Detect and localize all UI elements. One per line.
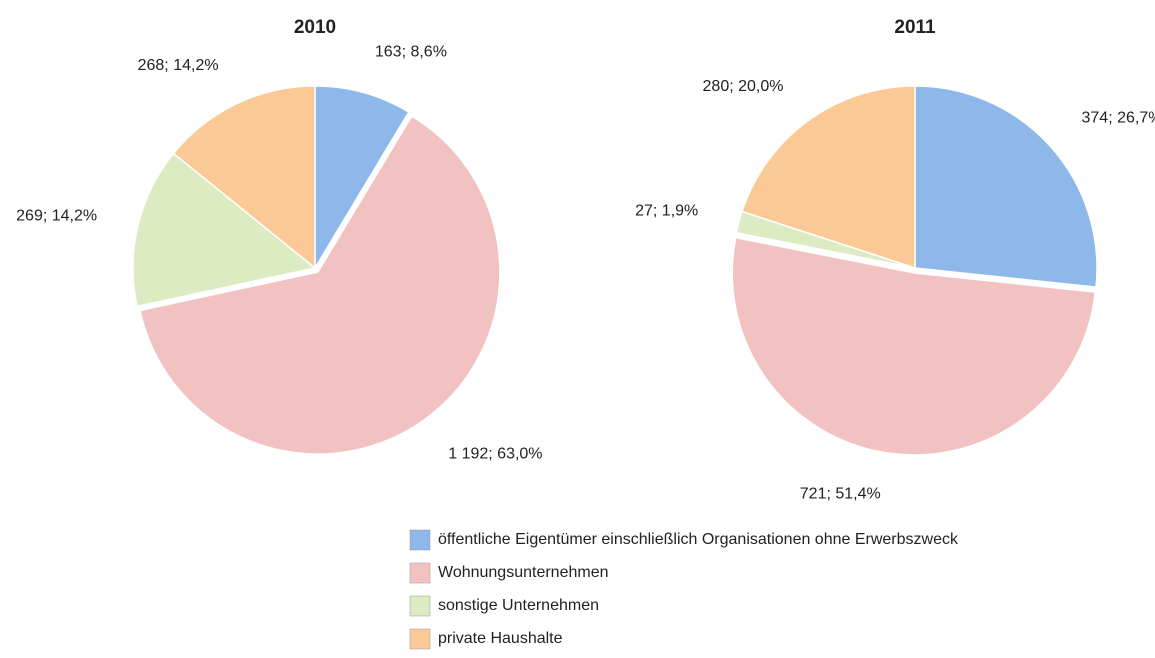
legend-swatch — [409, 562, 431, 584]
chart-title: 2011 — [894, 17, 936, 38]
legend-swatch — [409, 628, 431, 650]
data-label: 27; 1,9% — [635, 203, 698, 220]
data-label: 163; 8,6% — [375, 43, 447, 60]
pie-slice — [741, 85, 916, 270]
data-label: 269; 14,2% — [16, 207, 97, 224]
legend-swatch — [409, 595, 431, 617]
pie-slice — [914, 85, 1098, 288]
legend-label: Wohnungsunternehmen — [438, 564, 609, 581]
legend-swatch — [409, 529, 431, 551]
pie-slice — [172, 85, 316, 270]
pie-slice — [139, 115, 501, 455]
pie-slice — [731, 236, 1097, 456]
data-label: 1 192; 63,0% — [448, 445, 542, 462]
legend-label: sonstige Unternehmen — [438, 597, 599, 614]
legend-label: öffentliche Eigentümer einschließlich Or… — [438, 531, 959, 548]
chart-title: 2010 — [294, 17, 336, 38]
data-label: 374; 26,7% — [1082, 109, 1155, 126]
data-label: 280; 20,0% — [703, 78, 784, 95]
data-label: 268; 14,2% — [138, 57, 219, 74]
pie-slice — [132, 152, 317, 308]
data-label: 721; 51,4% — [800, 486, 881, 503]
legend-label: private Haushalte — [438, 630, 563, 647]
pie-slice — [314, 85, 410, 271]
